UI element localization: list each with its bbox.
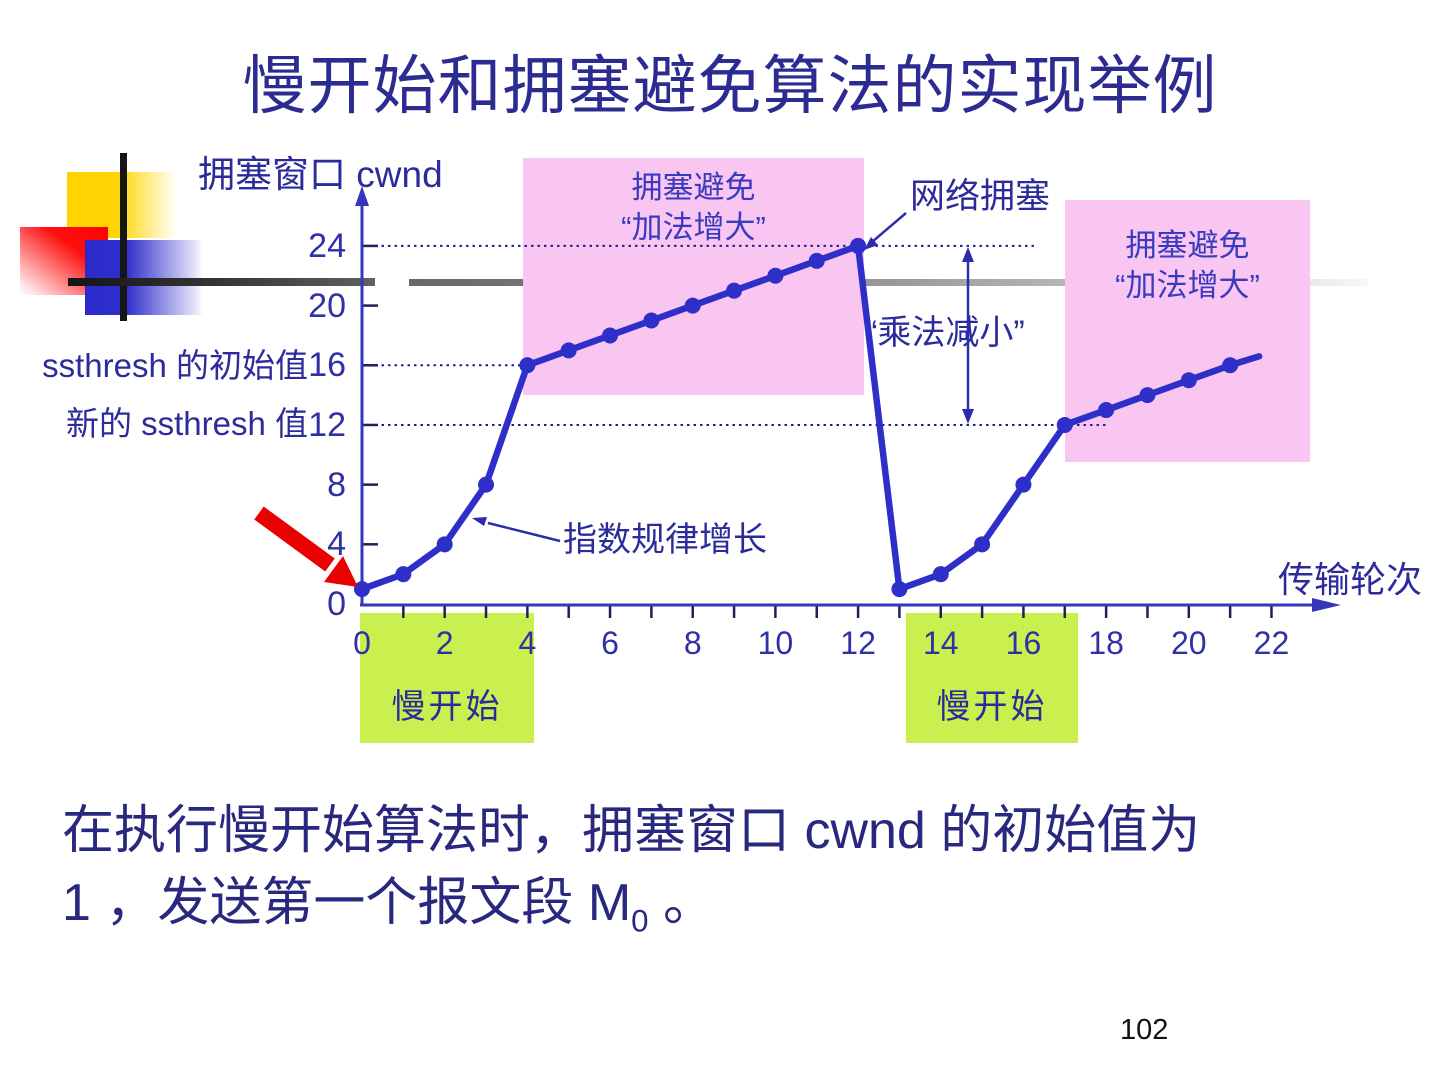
slow-start-box-1: 慢开始 bbox=[360, 613, 534, 743]
y-tick-label: 0 bbox=[327, 585, 346, 623]
page-title: 慢开始和拥塞避免算法的实现举例 bbox=[242, 50, 1218, 122]
slow-start-label-2: 慢开始 bbox=[936, 688, 1048, 726]
logo-blue-square bbox=[85, 240, 203, 315]
curve-point bbox=[478, 476, 495, 493]
network-congestion-label: 网络拥塞 bbox=[910, 177, 1051, 216]
y-tick-label: 8 bbox=[327, 465, 346, 504]
y-tick-label: 20 bbox=[308, 286, 346, 325]
curve-point bbox=[354, 581, 370, 598]
x-tick-label: 22 bbox=[1253, 625, 1290, 661]
x-tick-label: 2 bbox=[435, 625, 454, 661]
horizontal-rule-left-segment bbox=[68, 278, 375, 286]
exponential-growth-arrow-shaft bbox=[487, 521, 561, 543]
ssthresh-new-label: 新的 ssthresh 值 bbox=[65, 405, 308, 442]
network-congestion-arrow-shaft bbox=[871, 212, 907, 243]
x-tick-label: 20 bbox=[1171, 625, 1207, 661]
x-tick-label: 6 bbox=[601, 625, 619, 661]
m0-subscript: 0 bbox=[631, 903, 649, 939]
multiplicative-decrease-up-arrowhead-icon bbox=[962, 247, 974, 262]
slow-start-box-2: 慢开始 bbox=[906, 613, 1078, 743]
curve-point bbox=[932, 566, 949, 583]
congestion-avoidance-box-1: 拥塞避免 “加法增大” bbox=[523, 158, 864, 395]
exponential-growth-arrowhead-icon bbox=[472, 517, 487, 526]
exponential-growth-label: 指数规律增长 bbox=[563, 521, 767, 559]
congestion-avoidance-box-1-line1: 拥塞避免 bbox=[631, 170, 756, 205]
curve-point bbox=[395, 566, 412, 583]
congestion-avoidance-box-2-line2: “加法增大” bbox=[1115, 268, 1260, 303]
x-tick-label: 12 bbox=[840, 625, 876, 661]
caption-paragraph: 在执行慢开始算法时，拥塞窗口 cwnd 的初始值为 1 ，发送第一个报文段 M0… bbox=[62, 796, 1392, 942]
congestion-avoidance-box-2-line1: 拥塞避免 bbox=[1125, 228, 1250, 263]
curve-point bbox=[891, 581, 908, 598]
congestion-avoidance-box-1-line2: “加法增大” bbox=[621, 210, 766, 245]
y-tick-label: 12 bbox=[308, 405, 346, 444]
x-tick-label: 0 bbox=[353, 625, 371, 661]
x-axis-title: 传输轮次 bbox=[1278, 559, 1423, 600]
congestion-avoidance-box-2: 拥塞避免 “加法增大” bbox=[1065, 200, 1310, 462]
slow-start-label-1: 慢开始 bbox=[391, 688, 503, 726]
y-axis-title: 拥塞窗口 cwnd bbox=[198, 154, 443, 195]
x-tick-label: 18 bbox=[1088, 625, 1124, 661]
ssthresh-initial-label: ssthresh 的初始值 bbox=[42, 347, 308, 384]
x-tick-label: 4 bbox=[518, 625, 537, 661]
y-tick-label: 4 bbox=[327, 525, 346, 564]
page-number: 102 bbox=[1120, 1014, 1169, 1046]
multiplicative-decrease-label: “乘法减小” bbox=[866, 314, 1025, 352]
curve-point bbox=[436, 536, 453, 553]
x-tick-label: 8 bbox=[683, 625, 702, 661]
curve-point bbox=[974, 536, 991, 553]
y-tick-label: 16 bbox=[308, 346, 346, 385]
x-tick-label: 16 bbox=[1005, 625, 1042, 661]
network-congestion-arrowhead-icon bbox=[864, 237, 878, 250]
x-tick-label: 10 bbox=[757, 625, 794, 661]
x-tick-label: 14 bbox=[922, 625, 959, 661]
caption-line-1: 在执行慢开始算法时，拥塞窗口 cwnd 的初始值为 bbox=[62, 802, 1201, 860]
y-tick-label: 24 bbox=[308, 226, 346, 265]
curve-point bbox=[1015, 476, 1032, 493]
multiplicative-decrease-down-arrowhead-icon bbox=[962, 409, 974, 424]
logo-vertical-line bbox=[120, 153, 127, 321]
caption-line-2: 1 ，发送第一个报文段 M0 。 bbox=[62, 873, 715, 939]
